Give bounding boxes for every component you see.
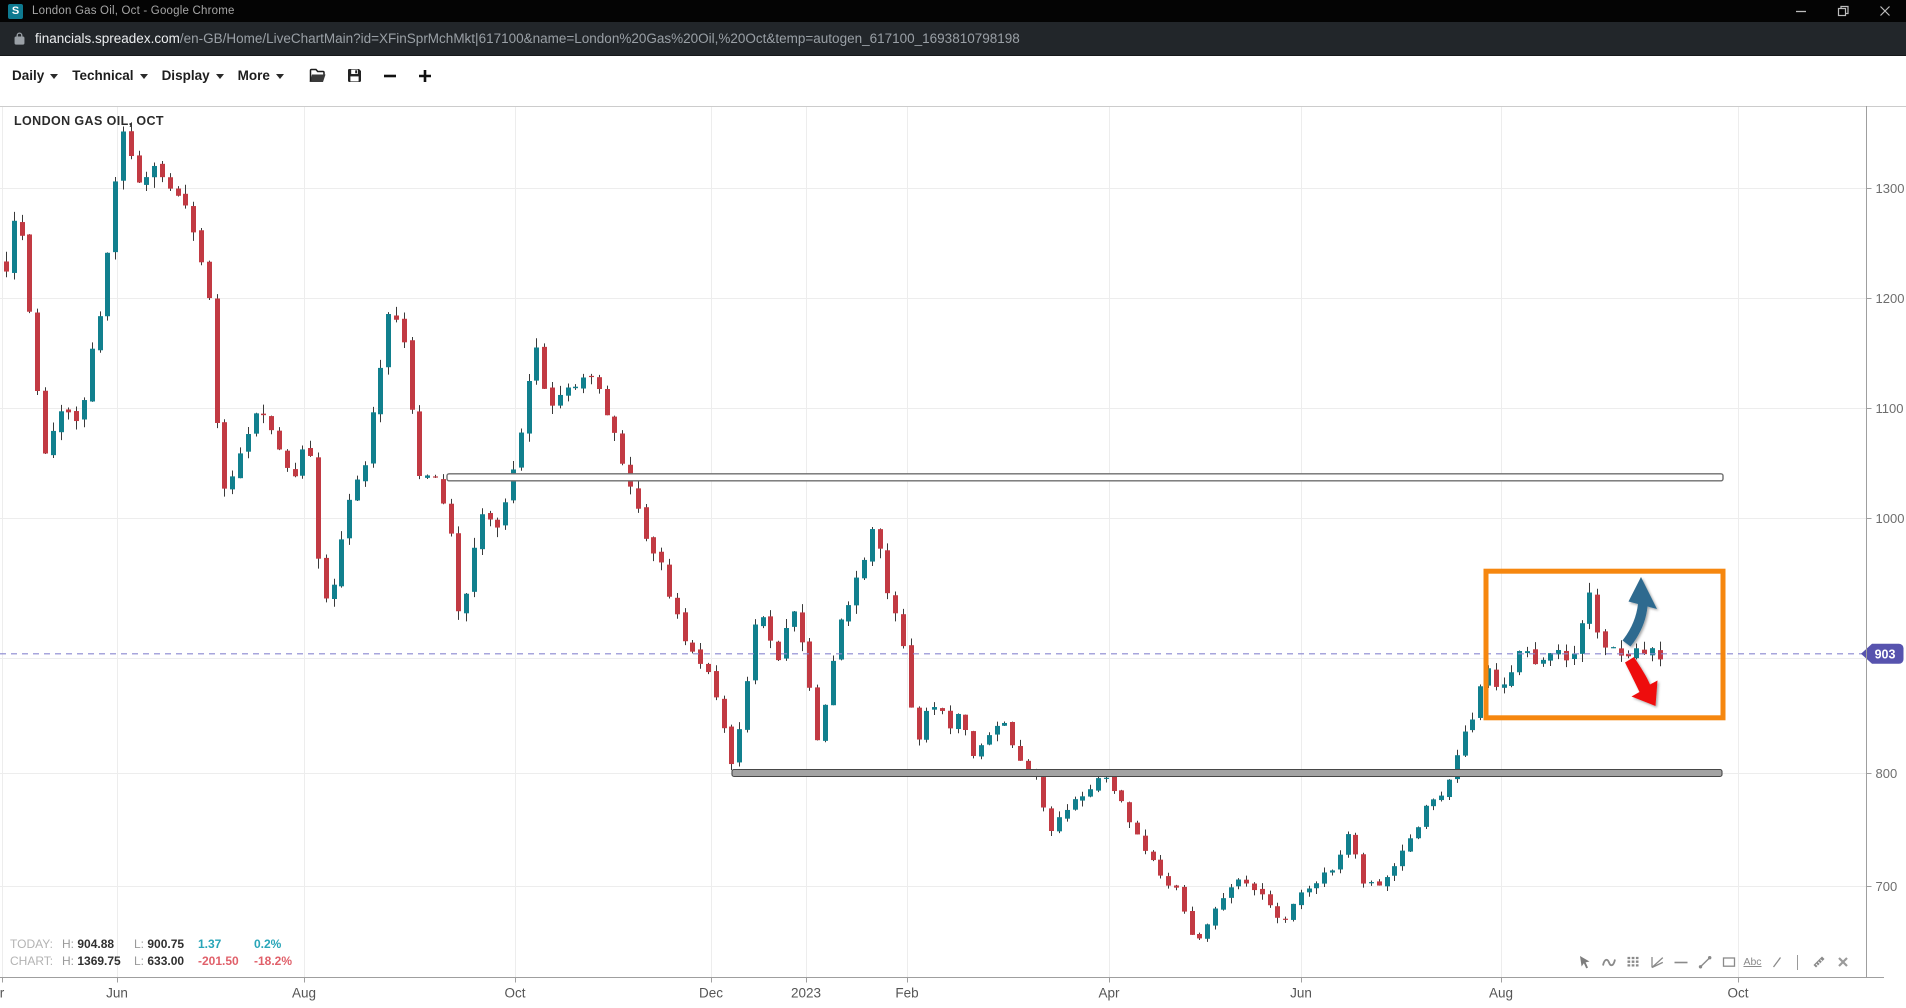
url-bar[interactable]: financials.spreadex.com/en-GB/Home/LiveC…	[0, 22, 1906, 56]
chevron-down-icon	[215, 74, 224, 79]
svg-text:r: r	[0, 986, 5, 1001]
open-chart-button[interactable]	[308, 67, 327, 84]
last-price-badge: 903	[1861, 643, 1904, 664]
svg-text:1300: 1300	[1876, 181, 1905, 196]
today-change: 1.37	[198, 937, 222, 951]
chart-change: -201.50	[198, 954, 239, 968]
minimize-icon	[1796, 10, 1806, 13]
chart-change-pct: -18.2%	[254, 954, 293, 968]
chevron-down-icon	[50, 74, 59, 79]
today-label: TODAY:	[10, 937, 53, 951]
svg-text:Jun: Jun	[106, 986, 128, 1001]
delete-icon[interactable]	[1834, 954, 1851, 971]
restore-icon	[1837, 5, 1849, 17]
favicon-letter: S	[11, 5, 20, 17]
text-abc-icon[interactable]: Abc	[1743, 956, 1762, 968]
svg-text:700: 700	[1876, 879, 1898, 894]
today-stats-row: TODAY: H: 904.88 L: 900.75 1.37 0.2%	[10, 936, 292, 953]
minus-icon	[383, 74, 396, 77]
title-bar: S London Gas Oil, Oct - Google Chrome	[0, 0, 1906, 22]
menu-more[interactable]: More	[238, 68, 284, 83]
url-text: financials.spreadex.com/en-GB/Home/LiveC…	[35, 31, 1020, 46]
svg-text:1000: 1000	[1876, 511, 1905, 526]
chevron-down-icon	[139, 74, 148, 79]
chart-axes	[0, 106, 1906, 978]
chart-region: 903 1300 1200 1100 1000 800 700 r Jun Aug Oct Dec 20…	[0, 106, 1906, 1008]
plus-icon	[418, 69, 431, 82]
x-axis-labels: r Jun Aug Oct Dec 2023 Feb Apr Jun Aug Oct	[0, 977, 1749, 1001]
open-folder-icon	[309, 68, 326, 82]
svg-text:Jun: Jun	[1290, 986, 1312, 1001]
candlestick-series	[4, 122, 1663, 942]
menu-daily-label: Daily	[12, 68, 45, 83]
svg-text:800: 800	[1876, 766, 1898, 781]
grid-icon[interactable]	[1624, 954, 1641, 971]
window-controls	[1780, 0, 1906, 22]
svg-text:903: 903	[1875, 647, 1896, 661]
svg-text:Oct: Oct	[504, 986, 525, 1001]
chart-label: CHART:	[10, 954, 54, 968]
chart-stats-row: CHART: H: 1369.75 L: 633.00 -201.50 -18.…	[10, 953, 292, 970]
chart-high: H: 1369.75	[62, 954, 121, 968]
today-low: L: 900.75	[134, 937, 185, 951]
chart-gridlines	[0, 106, 1867, 978]
window-title: London Gas Oil, Oct - Google Chrome	[32, 5, 235, 17]
candlestick-chart[interactable]: 903 1300 1200 1100 1000 800 700 r Jun Aug Oct Dec 20…	[0, 106, 1906, 1008]
url-domain: financials.spreadex.com	[35, 31, 180, 46]
svg-text:1200: 1200	[1876, 291, 1905, 306]
fan-lines-icon[interactable]	[1648, 954, 1665, 971]
y-axis-labels: 1300 1200 1100 1000 800 700	[1866, 181, 1905, 894]
curve-icon[interactable]	[1600, 954, 1617, 971]
svg-text:Oct: Oct	[1727, 986, 1748, 1001]
menu-display[interactable]: Display	[162, 68, 224, 83]
bullish-arrow-annotation[interactable]	[1622, 577, 1658, 647]
highlight-box-annotation[interactable]	[1483, 568, 1726, 721]
close-icon	[1880, 6, 1890, 16]
url-path: /en-GB/Home/LiveChartMain?id=XFinSprMchM…	[179, 31, 1020, 46]
drawing-toolbar: Abc	[1576, 952, 1851, 972]
svg-text:2023: 2023	[791, 986, 821, 1001]
zoom-in-button[interactable]	[417, 68, 433, 84]
diagonal-line-icon[interactable]	[1768, 954, 1785, 971]
today-high: H: 904.88	[62, 937, 115, 951]
save-icon	[347, 69, 361, 82]
chart-toolbar: Daily Technical Display More	[0, 56, 1906, 95]
horizontal-line-icon[interactable]	[1672, 954, 1689, 971]
ruler-icon[interactable]	[1810, 954, 1827, 971]
svg-text:1100: 1100	[1876, 401, 1904, 416]
site-favicon: S	[8, 3, 23, 19]
svg-text:Dec: Dec	[699, 986, 723, 1001]
zoom-out-button[interactable]	[382, 68, 398, 84]
svg-text:Apr: Apr	[1098, 986, 1120, 1001]
direction-arrows[interactable]	[1622, 577, 1658, 706]
menu-daily[interactable]: Daily	[12, 68, 59, 83]
maximize-button[interactable]	[1822, 0, 1864, 22]
lock-icon	[13, 31, 26, 46]
svg-text:Aug: Aug	[1489, 986, 1513, 1001]
bearish-arrow-annotation[interactable]	[1625, 657, 1658, 706]
menu-display-label: Display	[161, 68, 210, 83]
svg-text:Aug: Aug	[292, 986, 316, 1001]
close-button[interactable]	[1864, 0, 1906, 22]
chart-symbol-label: LONDON GAS OIL, OCT	[14, 114, 164, 128]
price-stats: TODAY: H: 904.88 L: 900.75 1.37 0.2% CHA…	[10, 936, 292, 970]
minimize-button[interactable]	[1780, 0, 1822, 22]
save-chart-button[interactable]	[346, 67, 363, 84]
toolbar-divider	[1797, 954, 1798, 970]
pointer-icon[interactable]	[1576, 954, 1593, 971]
trendline-icon[interactable]	[1696, 954, 1713, 971]
chart-low: L: 633.00	[134, 954, 185, 968]
menu-technical[interactable]: Technical	[72, 68, 148, 83]
rectangle-icon[interactable]	[1720, 954, 1737, 971]
today-change-pct: 0.2%	[254, 937, 282, 951]
svg-text:Feb: Feb	[895, 986, 918, 1001]
menu-technical-label: Technical	[72, 68, 134, 83]
support-resistance-lines[interactable]	[446, 473, 1724, 778]
menu-more-label: More	[237, 68, 270, 83]
chevron-down-icon	[275, 74, 284, 79]
